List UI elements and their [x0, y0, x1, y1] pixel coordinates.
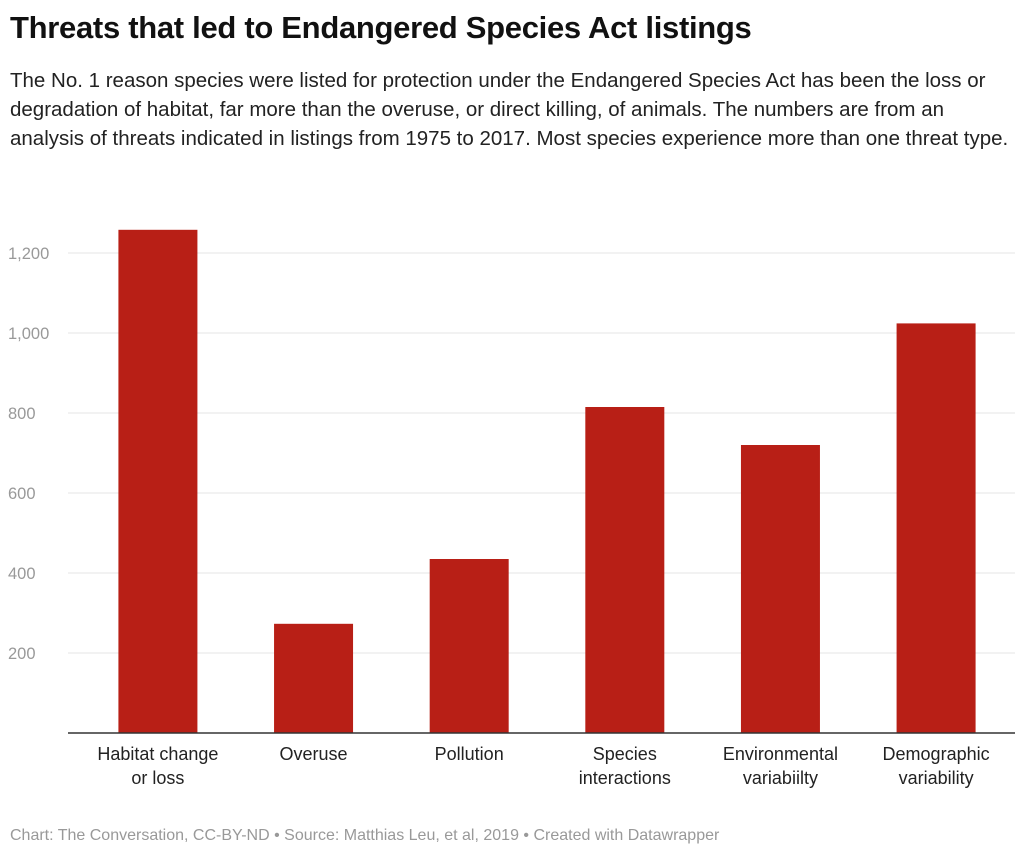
x-tick-label: Demographic [883, 744, 990, 764]
x-tick-label: Overuse [280, 744, 348, 764]
y-tick-label: 600 [8, 485, 36, 503]
y-tick-label: 200 [8, 645, 36, 663]
bar [429, 559, 509, 733]
y-tick-label: 800 [8, 405, 36, 423]
x-tick-label: or loss [131, 768, 184, 788]
x-tick-label: variability [899, 768, 974, 788]
bar [118, 229, 198, 734]
bar [274, 623, 354, 733]
bar [740, 445, 820, 733]
y-tick-label: 1,200 [8, 245, 49, 263]
x-tick-label: interactions [579, 768, 671, 788]
chart-description: The No. 1 reason species were listed for… [10, 69, 1009, 150]
x-tick-label: Environmental [723, 744, 838, 764]
bar [585, 407, 665, 733]
chart-footer: Chart: The Conversation, CC-BY-ND • Sour… [10, 827, 720, 844]
x-tick-label: Habitat change [97, 744, 218, 764]
x-tick-label: Pollution [435, 744, 504, 764]
y-tick-label: 1,000 [8, 325, 49, 343]
bar [896, 323, 976, 733]
x-tick-label: variabiilty [743, 768, 818, 788]
y-tick-label: 400 [8, 565, 36, 583]
x-tick-label: Species [593, 744, 657, 764]
chart-title: Threats that led to Endangered Species A… [10, 10, 752, 45]
